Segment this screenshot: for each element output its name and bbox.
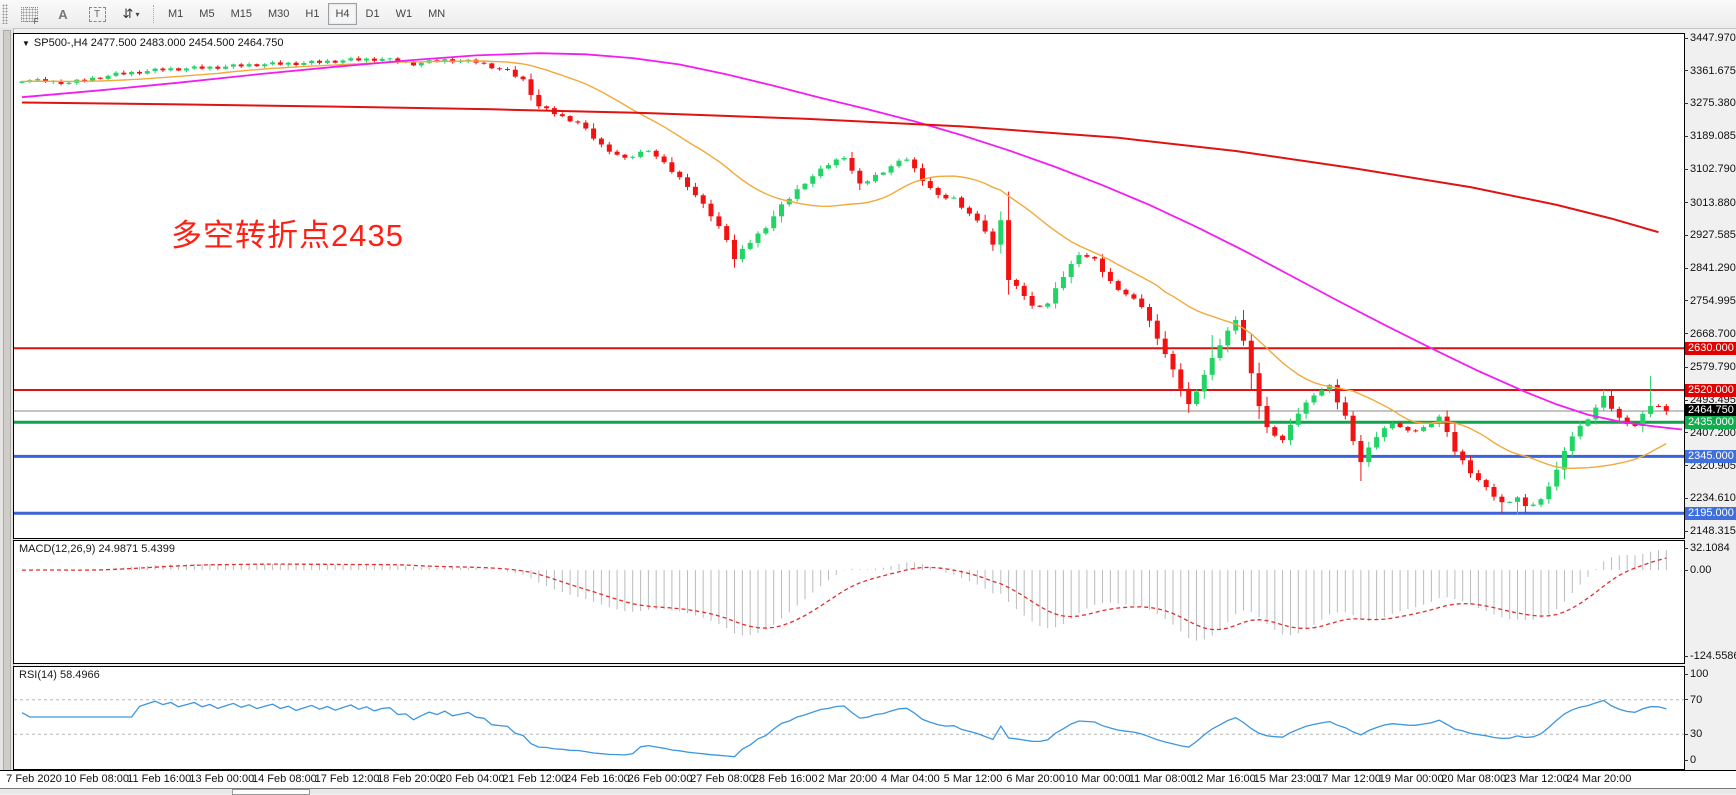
- price-tick-label: 2493.495: [1684, 394, 1736, 406]
- macd-scale-min: -124.5586: [1684, 650, 1736, 662]
- chevron-down-icon: ▾: [135, 9, 140, 19]
- time-tick-label: 20 Mar 08:00: [1441, 773, 1507, 785]
- time-tick-label: 28 Feb 16:00: [752, 773, 818, 785]
- indicator-arrows-button[interactable]: ⇵ ▾: [115, 2, 147, 26]
- text-tool-button[interactable]: T: [81, 2, 113, 26]
- text-label-button[interactable]: A: [47, 2, 79, 26]
- text-tool-icon: T: [88, 6, 106, 22]
- time-tick-label: 21 Feb 12:00: [502, 773, 568, 785]
- time-tick-label: 24 Mar 20:00: [1566, 773, 1632, 785]
- price-tick-label: 2234.610: [1684, 492, 1736, 504]
- price-tick-label: 2841.290: [1684, 262, 1736, 274]
- timeframe-button-m1[interactable]: M1: [168, 8, 184, 20]
- time-tick-label: 17 Feb 12:00: [314, 773, 380, 785]
- time-tick-label: 7 Feb 2020: [6, 773, 62, 785]
- left-splitter[interactable]: [0, 28, 14, 793]
- price-tick-label: 2927.585: [1684, 229, 1736, 241]
- time-tick-label: 4 Mar 04:00: [881, 773, 940, 785]
- price-tick-label: 3013.880: [1684, 197, 1736, 209]
- grid-snap-button[interactable]: F: [13, 2, 45, 26]
- time-tick-label: 11 Feb 16:00: [127, 773, 192, 785]
- price-axis: 3447.970 3361.675 3275.380 3189.085 3102.790…: [1684, 0, 1736, 793]
- toolbar: F A T ⇵ ▾ M1 M5 M15 M30 H1 H4 D1 W1 MN: [0, 0, 1736, 29]
- price-badge-2520.000: 2520.000: [1685, 383, 1736, 397]
- scrollbar-thumb[interactable]: [232, 789, 310, 795]
- price-tick-label: 2668.700: [1684, 328, 1736, 340]
- quote-line[interactable]: ▼ SP500-,H4 2477.500 2483.000 2454.500 24…: [22, 37, 283, 49]
- time-tick-label: 27 Feb 08:00: [690, 773, 756, 785]
- time-tick-label: 18 Feb 20:00: [377, 773, 443, 785]
- rsi-scale-label: 70: [1684, 694, 1736, 706]
- timeframe-group: M1 M5 M15 M30 H1 H4 D1 W1 MN: [160, 3, 453, 25]
- price-tick-label: 3275.380: [1684, 97, 1736, 109]
- timeframe-button-w1[interactable]: W1: [395, 8, 413, 20]
- timeframe-button-h4[interactable]: H4: [328, 3, 357, 25]
- time-tick-label: 5 Mar 12:00: [943, 773, 1003, 785]
- label-a-icon: A: [58, 6, 68, 22]
- time-tick-label: 26 Feb 00:00: [627, 773, 693, 785]
- grid-snap-icon: F: [20, 6, 39, 26]
- timeframe-button-h1[interactable]: H1: [305, 8, 320, 20]
- price-tick-label: 3189.085: [1684, 130, 1736, 142]
- price-badge-2464.750: 2464.750: [1685, 404, 1736, 418]
- quote-text: SP500-,H4 2477.500 2483.000 2454.500 246…: [33, 37, 284, 49]
- timeframe-button-m5[interactable]: M5: [199, 8, 215, 20]
- rsi-scale-label: 30: [1684, 728, 1736, 740]
- macd-label: MACD(12,26,9) 24.9871 5.4399: [19, 543, 175, 555]
- macd-chart-canvas: [22, 550, 1667, 641]
- time-tick-label: 11 Mar 08:00: [1128, 773, 1193, 785]
- price-badge-2435.000: 2435.000: [1685, 415, 1736, 429]
- price-badge-2345.000: 2345.000: [1685, 449, 1736, 463]
- time-tick-label: 24 Feb 16:00: [564, 773, 630, 785]
- price-badge-2195.000: 2195.000: [1685, 506, 1736, 520]
- price-tick-label: 2148.315: [1684, 525, 1736, 537]
- symbol-dropdown-icon[interactable]: ▼: [22, 39, 30, 48]
- macd-scale-max: 32.1084: [1684, 542, 1736, 554]
- indicator-arrows-icon: ⇵: [122, 6, 134, 21]
- time-tick-label: 19 Mar 00:00: [1378, 773, 1444, 785]
- macd-scale-zero: 0.00: [1684, 564, 1736, 576]
- price-tick-label: 3361.675: [1684, 65, 1736, 77]
- toolbar-separator: [153, 5, 155, 23]
- time-axis: 7 Feb 2020 10 Feb 08:00 11 Feb 16:00 13 Feb…: [0, 770, 1736, 788]
- price-badge-2630.000: 2630.000: [1685, 341, 1736, 355]
- rsi-chart-canvas: [14, 699, 1684, 758]
- candlestick-chart-canvas[interactable]: [14, 34, 1684, 538]
- timeframe-button-m30[interactable]: M30: [267, 8, 290, 20]
- toolbar-drag-handle[interactable]: [2, 4, 8, 24]
- time-tick-label: 20 Feb 04:00: [439, 773, 505, 785]
- time-tick-label: 2 Mar 20:00: [818, 773, 878, 785]
- time-tick-label: 12 Mar 16:00: [1190, 773, 1256, 785]
- time-tick-label: 10 Mar 00:00: [1065, 773, 1131, 785]
- timeframe-button-mn[interactable]: MN: [428, 8, 446, 20]
- time-tick-label: 17 Mar 12:00: [1316, 773, 1382, 785]
- chart-annotation-text: 多空转折点2435: [171, 218, 404, 253]
- price-tick-label: 3447.970: [1684, 32, 1736, 44]
- time-tick-label: 13 Feb 00:00: [189, 773, 255, 785]
- price-tick-label: 3102.790: [1684, 163, 1736, 175]
- time-tick-label: 6 Mar 20:00: [1006, 773, 1065, 785]
- price-tick-label: 2407.200: [1684, 427, 1736, 439]
- macd-pane[interactable]: MACD(12,26,9) 24.9871 5.4399: [13, 540, 1685, 664]
- time-tick-label: 23 Mar 12:00: [1503, 773, 1569, 785]
- timeframe-button-d1[interactable]: D1: [365, 8, 380, 20]
- timeframe-button-m15[interactable]: M15: [230, 8, 252, 20]
- price-tick-label: 2754.995: [1684, 295, 1736, 307]
- time-tick-label: 15 Mar 23:00: [1253, 773, 1319, 785]
- rsi-scale-label: 0: [1684, 754, 1736, 766]
- main-chart-pane[interactable]: ▼ SP500-,H4 2477.500 2483.000 2454.500 24…: [13, 33, 1685, 539]
- rsi-pane[interactable]: RSI(14) 58.4966: [13, 666, 1685, 770]
- rsi-scale-label: 100: [1684, 668, 1736, 680]
- time-tick-label: 10 Feb 08:00: [64, 773, 130, 785]
- price-tick-label: 2579.790: [1684, 361, 1736, 373]
- horizontal-scrollbar[interactable]: [0, 788, 1736, 795]
- time-tick-label: 14 Feb 08:00: [251, 773, 317, 785]
- rsi-label: RSI(14) 58.4966: [19, 669, 100, 681]
- left-splitter-bar: [3, 30, 11, 790]
